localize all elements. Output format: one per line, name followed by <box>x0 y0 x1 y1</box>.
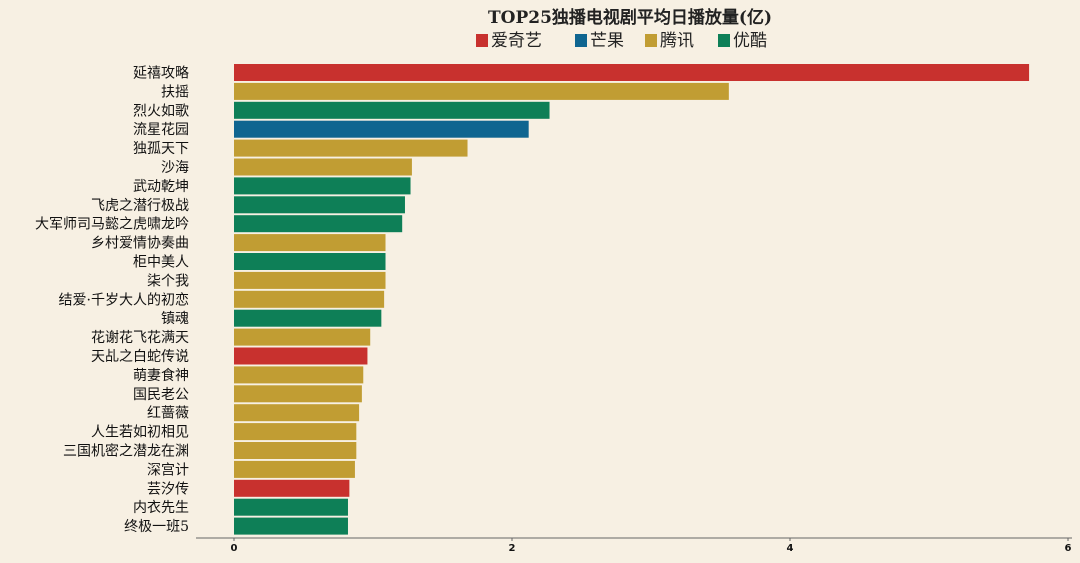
category-label: 国民老公 <box>133 387 189 403</box>
category-label: 柒个我 <box>147 273 189 289</box>
category-label: 流星花园 <box>133 122 189 138</box>
category-label: 独孤天下 <box>133 141 189 157</box>
category-label: 大军师司马懿之虎啸龙吟 <box>35 217 189 233</box>
category-label: 花谢花飞花满天 <box>91 330 189 346</box>
chart-title: TOP25独播电视剧平均日播放量(亿) <box>488 7 772 28</box>
category-label: 柜中美人 <box>133 255 189 271</box>
bar <box>234 442 357 459</box>
legend-item: 腾讯 <box>645 31 694 51</box>
legend-label: 芒果 <box>590 31 624 51</box>
category-label: 镇魂 <box>161 311 189 327</box>
bar <box>234 404 360 422</box>
legend-swatch <box>575 34 587 47</box>
x-tick-label: 0 <box>231 543 238 554</box>
bar <box>234 271 386 289</box>
category-label: 扶摇 <box>161 84 189 100</box>
x-tick-label: 4 <box>787 543 794 554</box>
bar <box>234 139 468 157</box>
x-axis: 0 2 4 6 <box>196 537 1072 554</box>
bar <box>234 498 348 516</box>
legend: 爱奇艺 芒果 腾讯 优酷 <box>476 31 767 51</box>
category-label: 红蔷薇 <box>147 406 189 422</box>
x-tick-label: 2 <box>509 543 516 554</box>
legend-swatch <box>718 34 730 47</box>
legend-label: 腾讯 <box>660 31 694 51</box>
bar <box>234 177 411 195</box>
bar <box>234 479 350 497</box>
category-label: 萌妻食神 <box>133 367 189 384</box>
category-label: 深宫计 <box>147 462 189 478</box>
legend-swatch <box>645 34 657 47</box>
category-labels: 延禧攻略扶摇烈火如歌流星花园独孤天下沙海武动乾坤飞虎之潜行极战大军师司马懿之虎啸… <box>35 66 189 536</box>
bar <box>234 253 386 270</box>
bar <box>234 64 1030 81</box>
bar <box>234 328 371 346</box>
category-label: 芸汐传 <box>147 481 189 497</box>
bars <box>234 64 1030 535</box>
category-label: 人生若如初相见 <box>91 424 189 441</box>
legend-label: 优酷 <box>733 31 767 51</box>
legend-item: 芒果 <box>575 31 624 51</box>
bar <box>234 385 362 403</box>
category-label: 天乩之白蛇传说 <box>91 349 189 365</box>
bar <box>234 196 405 214</box>
category-label: 烈火如歌 <box>133 103 189 119</box>
bar <box>234 158 412 176</box>
bar <box>234 215 403 233</box>
category-label: 延禧攻略 <box>133 66 189 82</box>
bar <box>234 423 357 441</box>
category-label: 终极一班5 <box>124 519 189 535</box>
category-label: 三国机密之潜龙在渊 <box>63 443 189 460</box>
bar <box>234 309 382 327</box>
bar <box>234 366 364 384</box>
category-label: 结爱·千岁大人的初恋 <box>59 291 189 308</box>
category-label: 武动乾坤 <box>133 179 189 195</box>
category-label: 沙海 <box>161 160 189 176</box>
bar <box>234 101 550 119</box>
category-label: 内衣先生 <box>133 500 189 516</box>
legend-item: 优酷 <box>718 31 767 51</box>
legend-item: 爱奇艺 <box>476 31 542 51</box>
x-tick-label: 6 <box>1065 543 1072 554</box>
bar <box>234 120 529 138</box>
bar <box>234 460 355 478</box>
bar <box>234 82 729 100</box>
bar <box>234 347 368 365</box>
legend-swatch <box>476 34 488 47</box>
category-label: 飞虎之潜行极战 <box>91 198 189 214</box>
bar <box>234 517 348 535</box>
bar <box>234 290 385 308</box>
legend-label: 爱奇艺 <box>491 31 542 51</box>
category-label: 乡村爱情协奏曲 <box>91 236 189 252</box>
bar <box>234 234 386 252</box>
